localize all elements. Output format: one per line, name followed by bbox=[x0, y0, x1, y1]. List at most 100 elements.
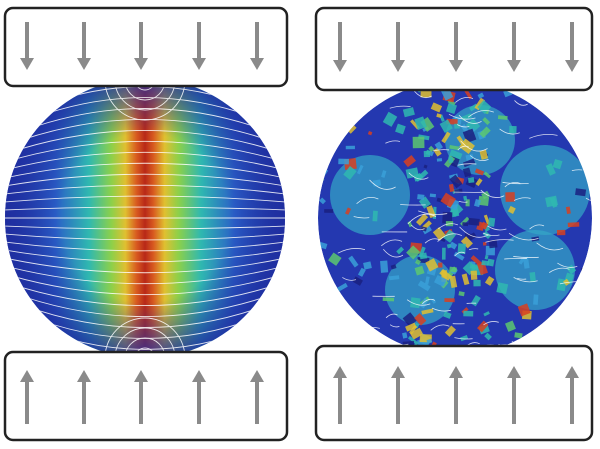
stream-line bbox=[5, 279, 285, 307]
stream-line bbox=[548, 267, 570, 273]
left-disk bbox=[5, 78, 285, 358]
blotch bbox=[485, 245, 496, 256]
blotch bbox=[418, 246, 426, 258]
blotch bbox=[458, 291, 465, 297]
blotch bbox=[372, 179, 382, 187]
blotch bbox=[434, 275, 447, 287]
stream-line bbox=[458, 200, 468, 203]
blotch bbox=[580, 136, 587, 143]
blotch bbox=[446, 243, 452, 249]
blotch bbox=[443, 311, 452, 319]
blotch bbox=[414, 259, 421, 266]
stream-line bbox=[432, 149, 450, 152]
blotch bbox=[474, 168, 485, 176]
stream-line bbox=[487, 225, 507, 231]
blotch bbox=[487, 217, 496, 227]
stream-line bbox=[467, 110, 494, 118]
blotch bbox=[563, 116, 569, 127]
blotch bbox=[437, 262, 443, 268]
stream-line bbox=[324, 94, 354, 105]
stream-line bbox=[517, 278, 527, 280]
blotch bbox=[505, 192, 515, 202]
stream-line bbox=[576, 112, 592, 120]
blotch bbox=[470, 255, 482, 266]
blotch bbox=[529, 336, 537, 343]
blotch bbox=[448, 156, 454, 164]
blotch bbox=[514, 332, 523, 339]
blotch bbox=[395, 123, 406, 135]
blotch bbox=[460, 236, 473, 249]
stream-line bbox=[508, 232, 539, 241]
right-disk bbox=[318, 81, 592, 355]
blotch bbox=[457, 243, 467, 255]
stream-line bbox=[504, 257, 527, 260]
blotch bbox=[440, 192, 456, 208]
blotch bbox=[586, 115, 592, 124]
stream-line bbox=[585, 197, 592, 202]
blotch bbox=[405, 322, 417, 332]
stream-line bbox=[485, 239, 514, 243]
stream-line bbox=[5, 225, 285, 230]
stream-line bbox=[457, 163, 477, 166]
stream-line bbox=[407, 213, 437, 225]
blotch bbox=[338, 158, 349, 165]
arrow-head bbox=[391, 366, 405, 378]
stream-line bbox=[482, 232, 500, 236]
stream-line bbox=[457, 145, 469, 151]
blotch bbox=[580, 267, 586, 278]
blotch bbox=[460, 335, 469, 342]
stream-line bbox=[5, 287, 285, 317]
stream-line bbox=[385, 140, 401, 144]
blotch bbox=[545, 195, 558, 208]
blotch bbox=[473, 279, 481, 287]
blotch bbox=[449, 203, 464, 218]
blotch bbox=[357, 267, 366, 277]
blotch bbox=[565, 206, 571, 214]
blotch bbox=[449, 144, 460, 151]
blotch bbox=[462, 167, 472, 178]
blotch bbox=[441, 247, 446, 260]
blotch bbox=[328, 252, 342, 266]
stream-line bbox=[571, 169, 583, 171]
blotch bbox=[487, 258, 495, 267]
blotch bbox=[483, 171, 491, 179]
stream-line bbox=[5, 233, 285, 241]
blotch bbox=[481, 190, 491, 200]
stream-line bbox=[5, 272, 285, 296]
blotch bbox=[577, 109, 588, 117]
blotch bbox=[390, 264, 397, 270]
blotch bbox=[529, 271, 536, 283]
stream-line bbox=[480, 189, 505, 198]
blotch bbox=[436, 113, 442, 118]
blotch bbox=[414, 265, 425, 276]
stream-line bbox=[389, 324, 400, 328]
stream-line bbox=[514, 100, 528, 106]
blotch bbox=[428, 145, 435, 152]
arrow-head bbox=[20, 58, 34, 70]
blotch bbox=[426, 205, 436, 219]
blotch bbox=[423, 164, 428, 169]
blotch bbox=[396, 246, 405, 255]
blotch bbox=[381, 170, 387, 178]
stream-line bbox=[5, 119, 285, 149]
stream-line bbox=[330, 95, 362, 107]
blotch bbox=[475, 178, 483, 187]
arrow-head bbox=[333, 60, 347, 72]
stream-line bbox=[460, 140, 488, 152]
blotch bbox=[403, 154, 417, 168]
blotch bbox=[454, 188, 463, 194]
stream-line bbox=[421, 298, 436, 305]
blotch bbox=[412, 136, 425, 149]
blotch bbox=[465, 199, 470, 207]
stream-line bbox=[424, 238, 440, 244]
blotch bbox=[434, 141, 443, 151]
blotch bbox=[442, 211, 453, 224]
stream-line bbox=[5, 248, 285, 263]
blotch bbox=[439, 119, 453, 133]
blotch bbox=[424, 276, 430, 285]
field-halo bbox=[445, 105, 515, 175]
blotch bbox=[348, 255, 359, 268]
blotch bbox=[388, 275, 400, 281]
blotch bbox=[445, 102, 457, 115]
stream-line bbox=[575, 298, 586, 300]
